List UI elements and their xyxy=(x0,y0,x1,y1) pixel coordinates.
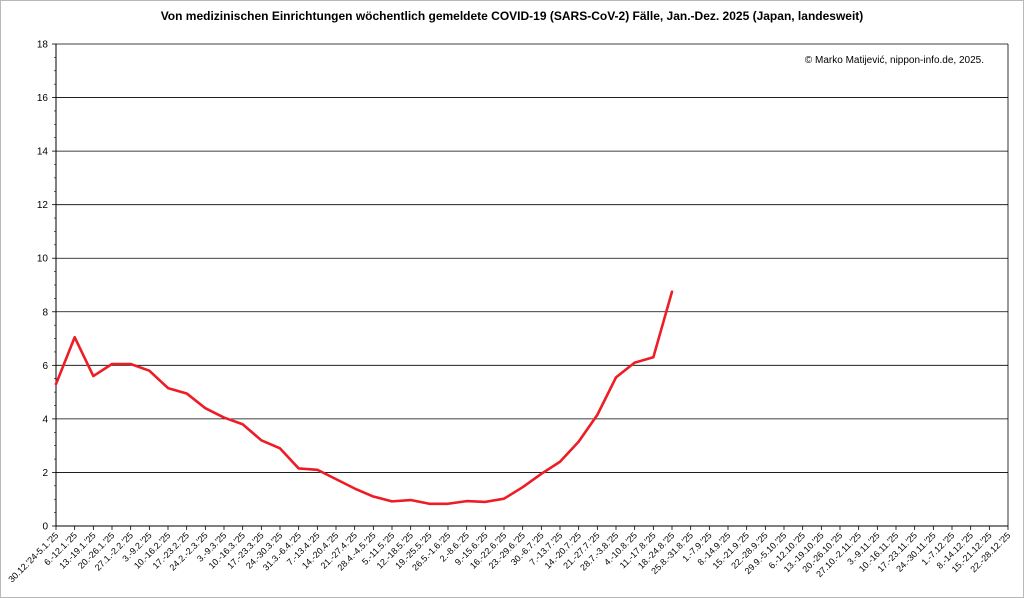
y-tick-label: 12 xyxy=(37,200,49,211)
y-tick-label: 2 xyxy=(42,468,48,479)
y-tick-label: 8 xyxy=(42,307,48,318)
y-tick-label: 14 xyxy=(37,147,49,158)
y-tick-label: 6 xyxy=(42,361,48,372)
x-axis-ticks: 30.12.'24-5.1.'256.-12.1.'2513.-19.1.'25… xyxy=(6,526,1012,584)
gridlines xyxy=(56,43,1008,473)
y-tick-label: 4 xyxy=(42,414,48,425)
y-tick-label: 10 xyxy=(37,254,49,265)
axes xyxy=(55,44,1009,527)
series-polyline xyxy=(54,290,674,506)
y-tick-label: 18 xyxy=(37,40,49,51)
y-tick-label: 0 xyxy=(42,522,48,533)
y-tick-label: 16 xyxy=(37,93,49,104)
copyright-annotation: © Marko Matijević, nippon-info.de, 2025. xyxy=(805,55,984,66)
y-axis-ticks: 0 2 4 6 8 10 12 14 16 18 xyxy=(37,40,56,533)
chart-title: Von medizinischen Einrichtungen wöchentl… xyxy=(160,9,864,23)
series-line xyxy=(54,290,674,506)
